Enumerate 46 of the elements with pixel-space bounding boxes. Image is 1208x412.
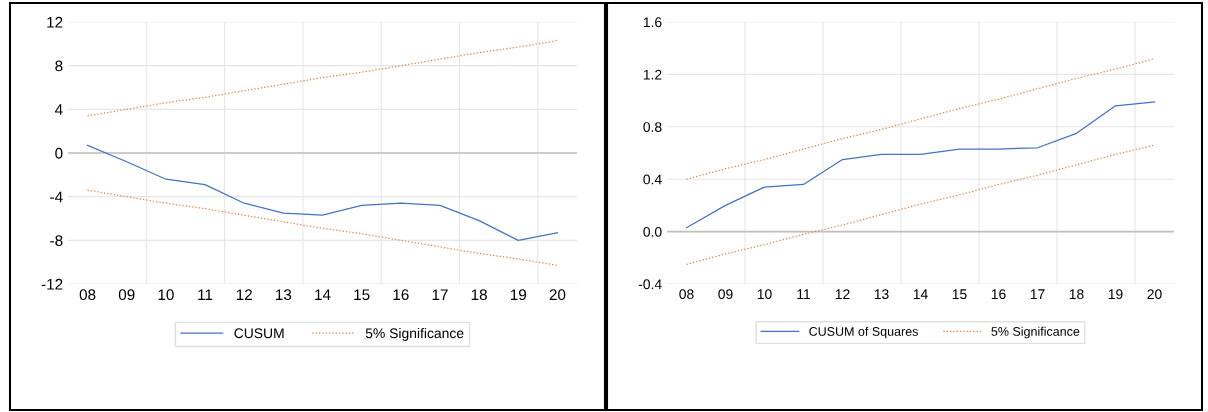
x-tick-label: 10 xyxy=(757,289,772,300)
x-tick-label: 20 xyxy=(549,289,566,301)
x-tick-label: 16 xyxy=(393,289,409,301)
x-tick-label: 17 xyxy=(1030,289,1045,299)
x-tick-label: 20 xyxy=(1147,289,1162,300)
x-tick-label: 08 xyxy=(679,289,694,300)
legend-label: 5% Significance xyxy=(991,326,1080,339)
legend-label: CUSUM xyxy=(234,328,284,339)
x-tick-label: 08 xyxy=(79,289,96,301)
y-tick-label: 0 xyxy=(55,147,63,159)
x-tick-label: 15 xyxy=(354,289,370,301)
x-tick-label: 12 xyxy=(835,289,850,299)
line-series xyxy=(86,189,559,267)
y-tick-label: 1.2 xyxy=(643,69,662,80)
y-tick-label: 12 xyxy=(47,16,63,28)
x-tick-label: 15 xyxy=(952,289,967,300)
x-tick-label: 12 xyxy=(236,289,252,300)
y-tick-label: 0.0 xyxy=(643,226,662,237)
x-tick-label: 13 xyxy=(874,289,889,300)
y-tick-label: 0.4 xyxy=(643,174,662,185)
x-tick-label: 14 xyxy=(315,289,331,300)
y-tick-label: 8 xyxy=(55,60,63,72)
x-tick-label: 19 xyxy=(1108,289,1123,300)
x-tick-label: 09 xyxy=(718,289,733,300)
x-tick-label: 10 xyxy=(158,289,174,301)
y-tick-label: 1.6 xyxy=(643,17,662,28)
x-tick-label: 11 xyxy=(198,289,213,300)
legend-label: 5% Significance xyxy=(365,327,464,341)
line-series xyxy=(86,144,559,241)
y-tick-label: -0.4 xyxy=(638,279,662,290)
x-tick-label: 14 xyxy=(913,289,928,299)
x-tick-label: 11 xyxy=(797,289,811,299)
x-tick-label: 17 xyxy=(432,289,448,300)
y-tick-label: 4 xyxy=(54,104,63,115)
y-tick-label: -4 xyxy=(50,191,63,203)
x-tick-label: 18 xyxy=(1069,289,1084,300)
y-tick-label: 0.8 xyxy=(643,122,662,132)
x-tick-label: 18 xyxy=(471,289,487,301)
x-tick-label: 13 xyxy=(276,289,292,301)
legend-label: CUSUM of Squares xyxy=(809,326,918,339)
y-tick-label: -12 xyxy=(41,278,63,290)
y-tick-label: -8 xyxy=(50,235,63,247)
x-tick-label: 16 xyxy=(991,289,1006,300)
x-tick-label: 09 xyxy=(118,289,135,301)
line-series xyxy=(685,101,1156,229)
x-tick-label: 19 xyxy=(510,289,527,301)
